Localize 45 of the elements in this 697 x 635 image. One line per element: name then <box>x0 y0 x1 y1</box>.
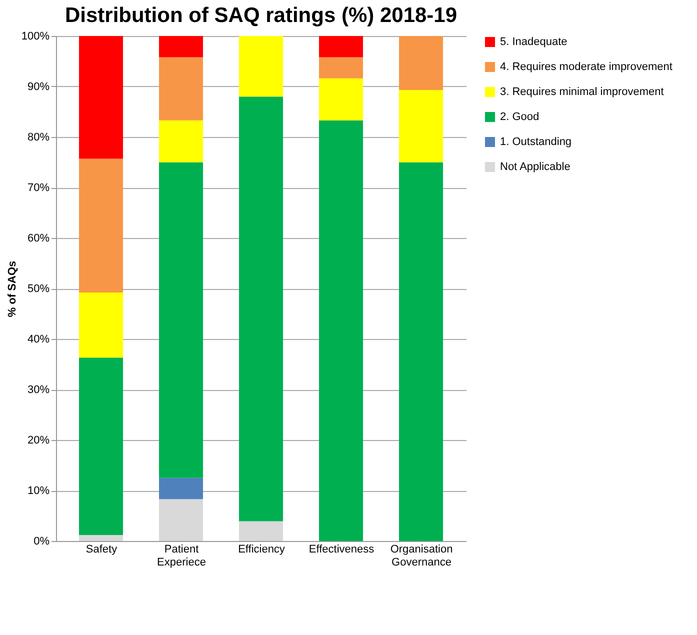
bar <box>319 57 363 78</box>
y-tick-label: 10% <box>27 485 50 497</box>
bar <box>159 57 203 120</box>
y-tick-label: 90% <box>27 81 50 93</box>
bar <box>79 158 123 293</box>
legend-label: 3. Requires minimal improvement <box>500 86 664 98</box>
y-tick-label: 0% <box>34 536 50 548</box>
x-tick-label: Patient Experiece <box>157 544 206 568</box>
legend-label: 4. Requires moderate improvement <box>500 61 672 73</box>
bar <box>79 358 123 535</box>
x-tick-label: Safety <box>86 544 118 556</box>
bar <box>159 499 203 541</box>
y-axis-title: % of SAQs <box>6 260 18 318</box>
y-tick-label: 40% <box>27 334 50 346</box>
legend-label: 5. Inadequate <box>500 36 568 48</box>
bar <box>319 78 363 120</box>
x-tick-label: Organisation Governance <box>390 544 453 568</box>
y-tick-label: 30% <box>27 384 50 396</box>
bar <box>159 120 203 162</box>
bar <box>399 36 443 90</box>
y-tick-label: 100% <box>21 30 50 42</box>
bar <box>159 478 203 500</box>
bar <box>319 36 363 58</box>
x-tick-label: Effectiveness <box>308 544 375 556</box>
bar <box>239 36 283 97</box>
bar <box>159 36 203 58</box>
bar <box>319 120 363 541</box>
chart-title: Distribution of SAQ ratings (%) 2018-19 <box>64 4 458 27</box>
y-tick-label: 60% <box>27 232 50 244</box>
bar <box>79 534 123 541</box>
y-tick-label: 50% <box>27 283 50 295</box>
bar <box>159 162 203 478</box>
y-tick-label: 70% <box>27 182 50 194</box>
legend-label: Not Applicable <box>500 161 570 173</box>
bar <box>79 292 123 358</box>
y-tick-label: 80% <box>27 132 50 144</box>
bar <box>239 96 283 522</box>
bar <box>239 521 283 541</box>
bar <box>399 90 443 162</box>
bar <box>79 36 123 159</box>
legend-label: 1. Outstanding <box>500 136 572 148</box>
x-tick-label: Efficiency <box>238 544 286 556</box>
bar <box>399 162 443 541</box>
legend-label: 2. Good <box>500 111 540 123</box>
y-tick-label: 20% <box>27 434 50 446</box>
